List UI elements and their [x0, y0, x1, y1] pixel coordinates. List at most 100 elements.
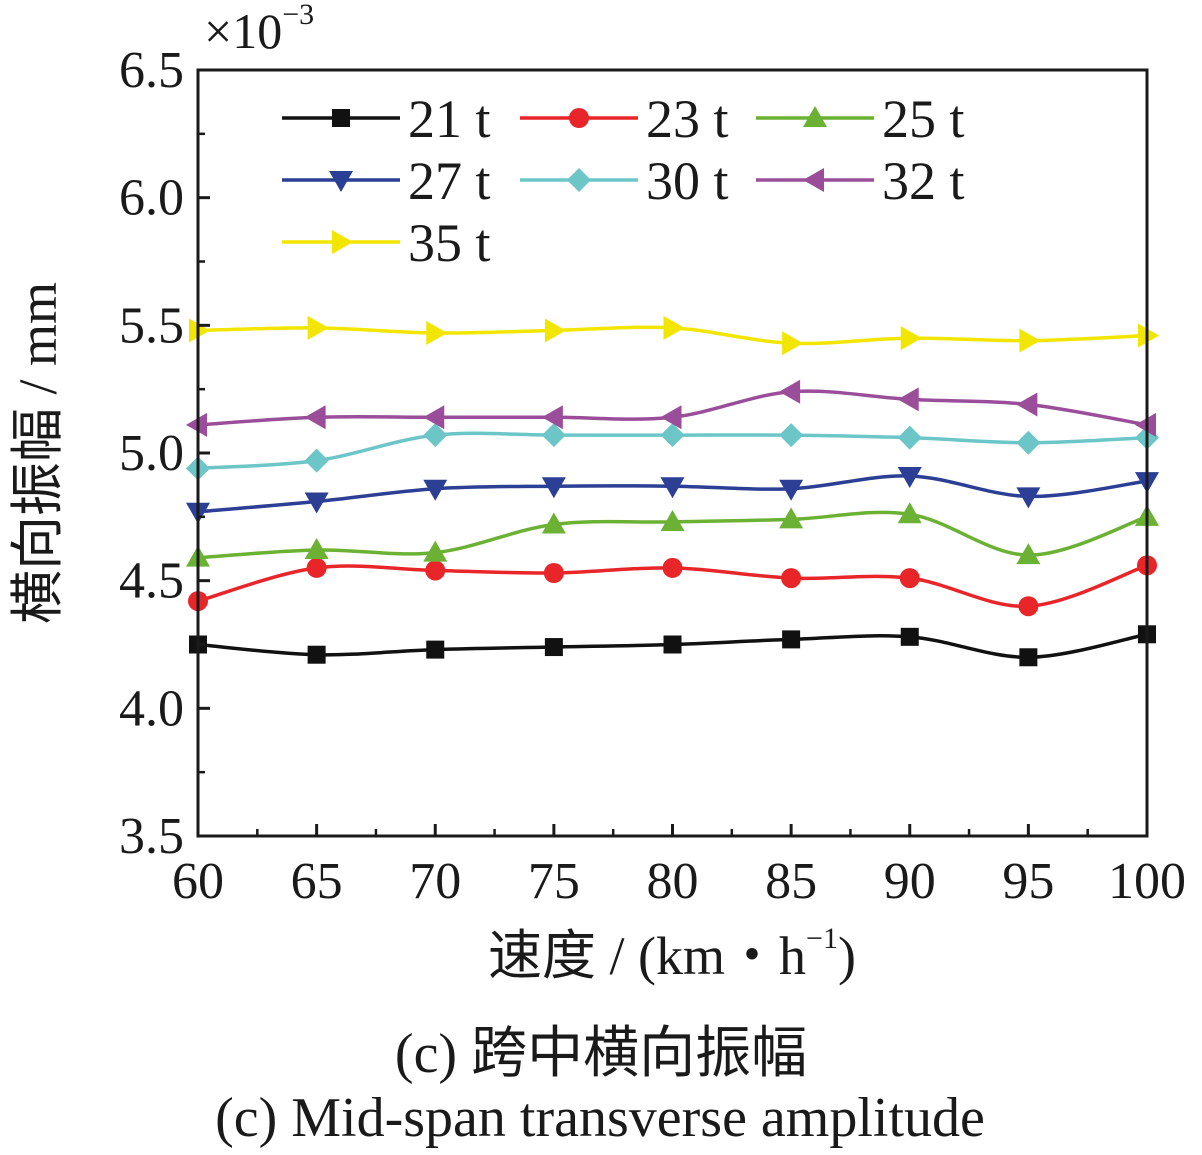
y-tick-label: 5.0 [119, 425, 184, 482]
data-point [304, 538, 329, 560]
data-point [660, 405, 682, 430]
legend-marker [803, 168, 824, 192]
legend-item: 27 t [282, 151, 491, 211]
legend: 21 t 23 t 25 t 27 t 30 t 32 t 35 t [282, 89, 965, 273]
x-tick-label: 90 [884, 853, 936, 910]
series-21t [189, 625, 1156, 667]
series-25t [186, 502, 1159, 567]
legend-label: 27 t [408, 151, 491, 211]
data-point [306, 557, 327, 578]
caption-chinese: (c) 跨中横向振幅 [394, 1023, 808, 1085]
data-point [660, 423, 685, 448]
x-axis-label: 速度 / (km・h−1) [488, 922, 856, 986]
data-point [1019, 328, 1041, 353]
x-tick-label: 60 [172, 853, 224, 910]
x-tick-label: 85 [765, 853, 817, 910]
legend-label: 21 t [408, 89, 491, 149]
data-point [423, 405, 445, 430]
legend-item: 32 t [756, 151, 965, 211]
data-point [899, 568, 920, 589]
legend-item: 35 t [282, 213, 491, 273]
data-point [660, 477, 685, 499]
data-point [423, 423, 448, 448]
series-30t [186, 423, 1159, 481]
legend-label: 32 t [882, 151, 965, 211]
data-point [897, 466, 922, 488]
data-point [426, 320, 448, 345]
series-layer [186, 315, 1159, 667]
data-point [307, 315, 329, 340]
x-tick-label: 100 [1108, 853, 1186, 910]
data-point [1018, 596, 1039, 617]
chart: 60 65 70 75 80 85 90 95 100 3.5 4.0 4.5 5.0 5.5 6.0 6.5… [8, 0, 1186, 986]
y-tick-label: 4.5 [119, 553, 184, 610]
series-32t [186, 379, 1156, 437]
legend-label: 30 t [646, 151, 729, 211]
legend-label: 23 t [646, 89, 729, 149]
y-multiplier: ×10−3 [204, 0, 314, 59]
data-point [304, 405, 326, 430]
data-point [1019, 648, 1038, 667]
data-point [779, 423, 804, 448]
data-point [541, 512, 566, 534]
data-point [544, 638, 563, 657]
data-point [782, 630, 801, 649]
data-point [426, 640, 445, 659]
data-point [900, 627, 919, 646]
x-tick-label: 70 [409, 853, 461, 910]
series-35t [189, 315, 1159, 356]
data-point [782, 331, 804, 356]
data-point [423, 540, 448, 562]
data-point [781, 568, 802, 589]
data-point [900, 326, 922, 351]
data-point [897, 502, 922, 524]
data-point [779, 479, 804, 501]
data-point [1016, 392, 1038, 417]
x-tick-label: 80 [647, 853, 699, 910]
data-point [663, 315, 685, 340]
ticks-layer: 60 65 70 75 80 85 90 95 100 3.5 4.0 4.5 5.0 5.5 6.0 6.5 [119, 42, 1186, 910]
x-tick-label: 65 [291, 853, 343, 910]
data-point [663, 635, 682, 654]
data-point [307, 645, 326, 664]
legend-item: 25 t [756, 89, 965, 149]
legend-marker [332, 230, 353, 254]
data-point [897, 387, 919, 412]
y-tick-label: 6.5 [119, 42, 184, 99]
x-tick-label: 75 [528, 853, 580, 910]
series-23t [188, 555, 1157, 617]
y-tick-label: 3.5 [119, 808, 184, 865]
legend-label: 35 t [408, 213, 491, 273]
data-point [304, 492, 329, 514]
y-tick-label: 6.0 [119, 170, 184, 227]
data-point [541, 423, 566, 448]
data-point [779, 379, 801, 404]
data-point [1016, 487, 1041, 509]
series-27t [186, 466, 1159, 524]
data-point [544, 318, 566, 343]
legend-item: 23 t [520, 89, 729, 149]
data-point [541, 477, 566, 499]
legend-marker [567, 168, 591, 192]
data-point [1016, 543, 1041, 565]
data-point [541, 405, 563, 430]
caption-english: (c) Mid-span transverse amplitude [215, 1087, 985, 1149]
y-tick-label: 5.5 [119, 297, 184, 354]
legend-item: 21 t [282, 89, 491, 149]
y-axis-label: 横向振幅 / mm [8, 282, 68, 624]
data-point [425, 560, 446, 581]
data-point [1016, 430, 1041, 455]
legend-marker [329, 171, 353, 192]
data-point [897, 425, 922, 450]
data-point [660, 509, 685, 531]
legend-marker [803, 106, 827, 127]
data-point [304, 448, 329, 473]
legend-label: 25 t [882, 89, 965, 149]
data-point [423, 479, 448, 501]
data-point [779, 507, 804, 529]
x-tick-label: 95 [1002, 853, 1054, 910]
data-point [543, 563, 564, 584]
y-tick-label: 4.0 [119, 680, 184, 737]
legend-item: 30 t [520, 151, 729, 211]
data-point [662, 557, 683, 578]
